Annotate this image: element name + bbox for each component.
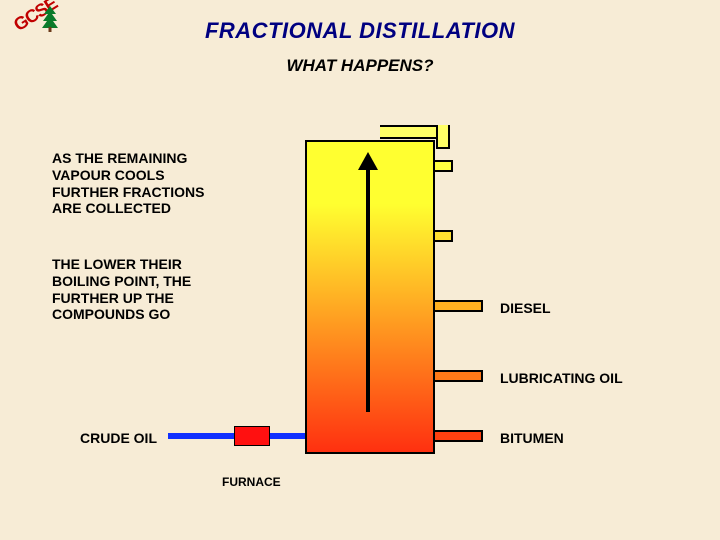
distillation-column — [305, 140, 435, 454]
furnace-box — [234, 426, 270, 446]
upward-arrow-shaft — [366, 170, 370, 412]
crude-oil-label: CRUDE OIL — [80, 430, 157, 446]
column-outlet-2 — [435, 300, 483, 312]
product-label-2: BITUMEN — [500, 430, 564, 446]
slide-content: GCSE FRACTIONAL DISTILLATION WHAT HAPPEN… — [0, 0, 720, 540]
column-top-pipe-vertical — [436, 125, 450, 149]
furnace-label: FURNACE — [222, 475, 281, 489]
column-outlet-0 — [435, 160, 453, 172]
paragraph-2: THE LOWER THEIR BOILING POINT, THE FURTH… — [52, 256, 222, 323]
product-label-0: DIESEL — [500, 300, 551, 316]
upward-arrow-head — [358, 152, 378, 170]
column-outlet-1 — [435, 230, 453, 242]
slide-title: FRACTIONAL DISTILLATION — [0, 18, 720, 44]
slide-subtitle: WHAT HAPPENS? — [0, 56, 720, 76]
column-outlet-3 — [435, 370, 483, 382]
product-label-1: LUBRICATING OIL — [500, 370, 623, 386]
paragraph-1: AS THE REMAINING VAPOUR COOLS FURTHER FR… — [52, 150, 222, 217]
column-outlet-4 — [435, 430, 483, 442]
